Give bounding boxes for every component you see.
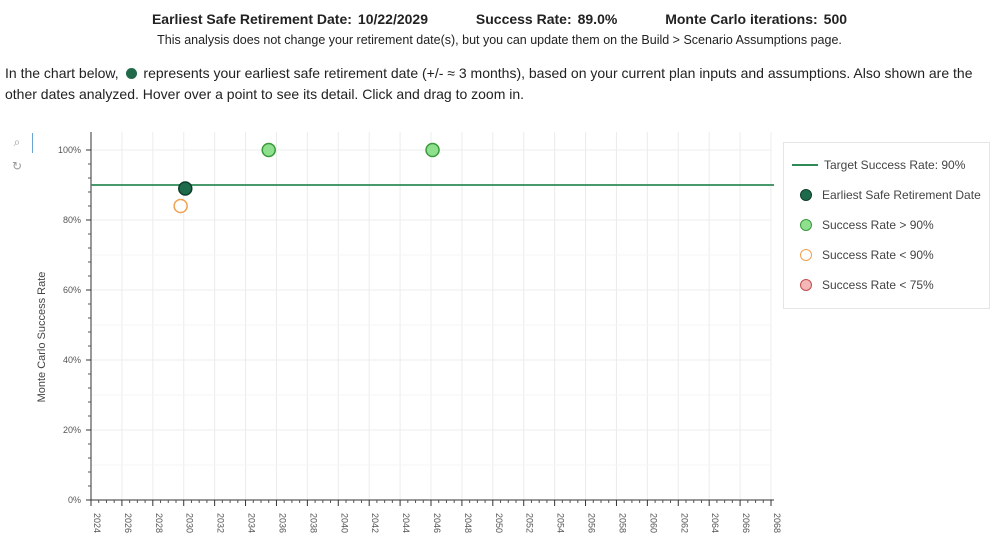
x-tick-label: 2026 (123, 513, 133, 533)
chart-legend: Target Success Rate: 90% Earliest Safe R… (783, 142, 990, 309)
x-tick-label: 2040 (339, 513, 349, 533)
retirement-date-summary: Earliest Safe Retirement Date: 10/22/2029 (152, 11, 428, 27)
x-tick-label: 2024 (92, 513, 102, 533)
x-tick-label: 2064 (710, 513, 720, 533)
success-rate-value: 89.0% (577, 11, 618, 27)
x-tick-label: 2060 (648, 513, 658, 533)
x-tick-label: 2048 (463, 513, 473, 533)
x-tick-label: 2062 (679, 513, 689, 533)
toolbar-separator (32, 133, 33, 153)
earliest-date-dot-icon (125, 68, 137, 79)
x-tick-label: 2050 (494, 513, 504, 533)
retirement-date-label: Earliest Safe Retirement Date: (151, 11, 352, 27)
x-tick-label: 2054 (556, 513, 566, 533)
x-tick-label: 2068 (772, 513, 782, 533)
data-point (178, 181, 193, 196)
intro-text-before: In the chart below, (5, 65, 119, 81)
y-tick-label: 40% (63, 355, 81, 365)
zoom-icon[interactable]: ⌕ (13, 135, 21, 149)
target-line-swatch (792, 164, 818, 166)
analysis-note: This analysis does not change your retir… (157, 33, 842, 47)
x-tick-label: 2046 (432, 513, 442, 533)
x-tick-label: 2030 (185, 513, 195, 533)
success-rate-summary: Success Rate: 89.0% (476, 11, 617, 27)
x-tick-label: 2036 (277, 513, 287, 533)
intro-text-after: represents your earliest safe retirement… (5, 65, 973, 102)
summary-bar: Earliest Safe Retirement Date: 10/22/2029… (0, 11, 999, 27)
data-point (425, 142, 440, 158)
retirement-date-value: 10/22/2029 (357, 11, 428, 27)
y-axis-label: Monte Carlo Success Rate (36, 272, 48, 403)
legend-label: Earliest Safe Retirement Date (822, 188, 981, 202)
legend-label: Success Rate < 90% (822, 248, 934, 262)
x-tick-label: 2028 (154, 513, 164, 533)
legend-label: Success Rate < 75% (822, 278, 934, 292)
iterations-summary: Monte Carlo iterations: 500 (665, 11, 847, 27)
y-tick-label: 20% (63, 425, 81, 435)
legend-marker (800, 279, 812, 291)
y-tick-label: 0% (68, 495, 81, 505)
legend-item: Success Rate < 75% (792, 275, 934, 295)
iterations-value: 500 (823, 11, 848, 27)
y-tick-label: 80% (63, 215, 81, 225)
x-tick-label: 2032 (216, 513, 226, 533)
legend-label: Success Rate > 90% (822, 218, 934, 232)
legend-item: Success Rate < 90% (792, 245, 934, 265)
x-tick-label: 2058 (617, 513, 627, 533)
data-point (261, 142, 276, 158)
legend-item: Success Rate > 90% (792, 215, 934, 235)
x-tick-label: 2056 (587, 513, 597, 533)
x-tick-label: 2052 (525, 513, 535, 533)
legend-marker (800, 219, 812, 231)
legend-item: Earliest Safe Retirement Date (792, 185, 981, 205)
data-point (173, 198, 188, 214)
reset-icon[interactable]: ↻ (11, 159, 23, 173)
iterations-label: Monte Carlo iterations: (665, 11, 818, 27)
chart-intro: In the chart below, represents your earl… (5, 63, 990, 105)
legend-target-label: Target Success Rate: 90% (824, 158, 966, 172)
success-rate-label: Success Rate: (475, 11, 572, 27)
y-tick-label: 100% (58, 145, 81, 155)
y-tick-label: 60% (63, 285, 81, 295)
x-tick-label: 2034 (247, 513, 257, 533)
x-tick-label: 2066 (741, 513, 751, 533)
x-tick-label: 2038 (308, 513, 318, 533)
legend-marker (800, 249, 812, 261)
x-tick-label: 2042 (370, 513, 380, 533)
legend-marker (800, 189, 812, 201)
legend-target-line: Target Success Rate: 90% (792, 155, 965, 175)
x-tick-label: 2044 (401, 513, 411, 533)
chart-toolbar: ⌕ ↻ (6, 133, 33, 181)
